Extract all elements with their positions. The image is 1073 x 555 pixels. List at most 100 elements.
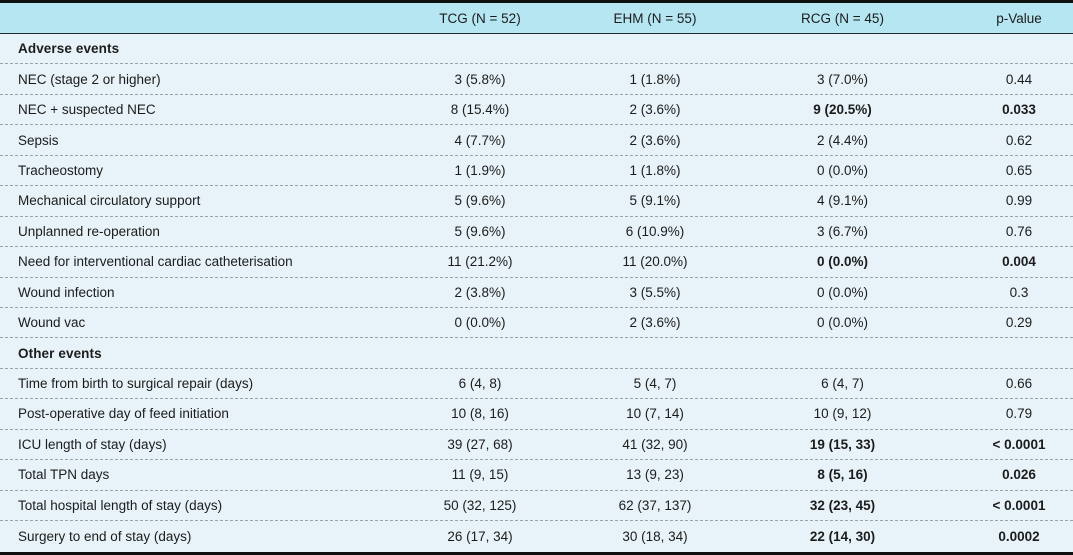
table-row: Post-operative day of feed initiation 10 … bbox=[0, 399, 1073, 430]
cell-rcg: 8 (5, 16) bbox=[817, 467, 868, 483]
cell-pvalue: 0.66 bbox=[1005, 376, 1033, 392]
cell-rcg: 0 (0.0%) bbox=[816, 284, 869, 300]
cell-ehm: 41 (32, 90) bbox=[622, 436, 688, 452]
section-header-row: Adverse events bbox=[0, 34, 1073, 65]
header-col-tcg: TCG (N = 52) bbox=[439, 10, 521, 26]
cell-rcg: 0 (0.0%) bbox=[816, 315, 869, 331]
row-label: NEC + suspected NEC bbox=[18, 102, 156, 118]
row-label: Post-operative day of feed initiation bbox=[18, 406, 229, 422]
cell-tcg: 8 (15.4%) bbox=[450, 102, 510, 118]
cell-pvalue: 0.0002 bbox=[998, 528, 1040, 544]
row-label: Surgery to end of stay (days) bbox=[18, 528, 192, 544]
cell-pvalue: 0.3 bbox=[1009, 284, 1029, 300]
row-label: Unplanned re-operation bbox=[18, 223, 160, 239]
table-row: Need for interventional cardiac catheter… bbox=[0, 247, 1073, 278]
cell-pvalue: 0.44 bbox=[1005, 71, 1033, 87]
cell-pvalue: 0.79 bbox=[1005, 406, 1033, 422]
header-col-ehm: EHM (N = 55) bbox=[613, 10, 697, 26]
table-body: Adverse events NEC (stage 2 or higher) 3 (… bbox=[0, 34, 1073, 551]
table-row: Tracheostomy 1 (1.9%) 1 (1.8%) 0 (0.0%) 0.65 bbox=[0, 156, 1073, 187]
cell-rcg: 32 (23, 45) bbox=[809, 497, 876, 513]
header-col-rcg: RCG (N = 45) bbox=[801, 10, 884, 26]
table-row: Surgery to end of stay (days) 26 (17, 34)… bbox=[0, 521, 1073, 551]
cell-ehm: 3 (5.5%) bbox=[629, 284, 681, 300]
table-row: Time from birth to surgical repair (days… bbox=[0, 369, 1073, 400]
row-label: Tracheostomy bbox=[18, 162, 104, 178]
table-header-row: TCG (N = 52) EHM (N = 55) RCG (N = 45) p… bbox=[0, 3, 1073, 34]
cell-pvalue: 0.65 bbox=[1005, 162, 1033, 178]
cell-tcg: 6 (4, 8) bbox=[458, 376, 502, 392]
cell-pvalue: 0.62 bbox=[1005, 132, 1033, 148]
cell-rcg: 2 (4.4%) bbox=[816, 132, 869, 148]
cell-tcg: 11 (9, 15) bbox=[451, 467, 509, 483]
cell-pvalue: 0.026 bbox=[1002, 467, 1036, 483]
cell-tcg: 1 (1.9%) bbox=[454, 162, 506, 178]
cell-ehm: 5 (9.1%) bbox=[629, 193, 681, 209]
header-col-pvalue: p-Value bbox=[996, 10, 1042, 26]
cell-ehm: 1 (1.8%) bbox=[629, 71, 681, 87]
table-row: ICU length of stay (days) 39 (27, 68) 41 (… bbox=[0, 430, 1073, 461]
cell-rcg: 6 (4, 7) bbox=[821, 376, 864, 392]
cell-rcg: 10 (9, 12) bbox=[813, 406, 872, 422]
table-row: NEC (stage 2 or higher) 3 (5.8%) 1 (1.8%) 3… bbox=[0, 64, 1073, 95]
row-label: Wound vac bbox=[18, 315, 86, 331]
table-row: NEC + suspected NEC 8 (15.4%) 2 (3.6%) 9 (2… bbox=[0, 95, 1073, 126]
cell-ehm: 10 (7, 14) bbox=[626, 406, 684, 422]
cell-tcg: 3 (5.8%) bbox=[454, 71, 506, 87]
row-label: Mechanical circulatory support bbox=[18, 193, 201, 209]
table-row: Unplanned re-operation 5 (9.6%) 6 (10.9%) 3… bbox=[0, 217, 1073, 248]
cell-ehm: 11 (20.0%) bbox=[622, 254, 688, 270]
cell-tcg: 5 (9.6%) bbox=[454, 223, 506, 239]
cell-pvalue: 0.99 bbox=[1005, 193, 1033, 209]
cell-pvalue: 0.76 bbox=[1005, 223, 1033, 239]
cell-pvalue: 0.033 bbox=[1002, 102, 1036, 118]
cell-ehm: 2 (3.6%) bbox=[629, 132, 681, 148]
cell-tcg: 10 (8, 16) bbox=[451, 406, 509, 422]
cell-ehm: 13 (9, 23) bbox=[626, 467, 684, 483]
cell-ehm: 30 (18, 34) bbox=[622, 528, 688, 544]
cell-pvalue: < 0.0001 bbox=[992, 436, 1046, 452]
cell-tcg: 39 (27, 68) bbox=[447, 436, 513, 452]
cell-rcg: 22 (14, 30) bbox=[809, 528, 876, 544]
table-row: Total hospital length of stay (days) 50 (… bbox=[0, 491, 1073, 521]
cell-tcg: 26 (17, 34) bbox=[447, 528, 513, 544]
row-label: ICU length of stay (days) bbox=[18, 436, 167, 452]
cell-ehm: 6 (10.9%) bbox=[625, 223, 685, 239]
cell-tcg: 5 (9.6%) bbox=[454, 193, 506, 209]
cell-pvalue: 0.004 bbox=[1002, 254, 1036, 270]
section-header-row: Other events bbox=[0, 338, 1073, 369]
row-label: Sepsis bbox=[18, 132, 59, 148]
cell-pvalue: < 0.0001 bbox=[992, 497, 1046, 513]
cell-ehm: 1 (1.8%) bbox=[629, 162, 681, 178]
cell-rcg: 19 (15, 33) bbox=[809, 436, 876, 452]
section-title: Adverse events bbox=[18, 41, 120, 57]
cell-rcg: 0 (0.0%) bbox=[816, 162, 869, 178]
row-label: Wound infection bbox=[18, 284, 115, 300]
cell-tcg: 2 (3.8%) bbox=[454, 284, 506, 300]
row-label: Total hospital length of stay (days) bbox=[18, 497, 223, 513]
row-label: Total TPN days bbox=[18, 467, 110, 483]
table-row: Wound infection 2 (3.8%) 3 (5.5%) 0 (0.0%) 0… bbox=[0, 278, 1073, 308]
cell-tcg: 0 (0.0%) bbox=[454, 315, 506, 331]
table-row: Mechanical circulatory support 5 (9.6%) 5 … bbox=[0, 186, 1073, 217]
cell-tcg: 4 (7.7%) bbox=[454, 132, 506, 148]
cell-ehm: 2 (3.6%) bbox=[629, 315, 681, 331]
section-title: Other events bbox=[18, 345, 102, 361]
cell-tcg: 11 (21.2%) bbox=[447, 254, 513, 270]
cell-rcg: 3 (6.7%) bbox=[816, 223, 869, 239]
table-row: Total TPN days 11 (9, 15) 13 (9, 23) 8 (5, … bbox=[0, 460, 1073, 491]
cell-ehm: 62 (37, 137) bbox=[618, 497, 692, 513]
cell-rcg: 3 (7.0%) bbox=[816, 71, 869, 87]
table-row: Sepsis 4 (7.7%) 2 (3.6%) 2 (4.4%) 0.62 bbox=[0, 125, 1073, 156]
cell-rcg: 9 (20.5%) bbox=[813, 102, 872, 118]
cell-ehm: 2 (3.6%) bbox=[629, 102, 681, 118]
row-label: NEC (stage 2 or higher) bbox=[18, 71, 161, 87]
row-label: Need for interventional cardiac catheter… bbox=[18, 254, 293, 270]
cell-pvalue: 0.29 bbox=[1005, 315, 1033, 331]
cell-ehm: 5 (4, 7) bbox=[633, 376, 677, 392]
cell-rcg: 4 (9.1%) bbox=[816, 193, 869, 209]
cell-tcg: 50 (32, 125) bbox=[443, 497, 517, 513]
row-label: Time from birth to surgical repair (days… bbox=[18, 376, 254, 392]
cell-rcg: 0 (0.0%) bbox=[816, 254, 869, 270]
